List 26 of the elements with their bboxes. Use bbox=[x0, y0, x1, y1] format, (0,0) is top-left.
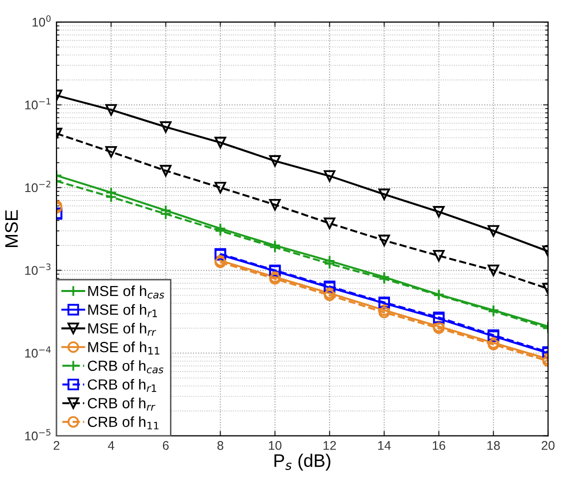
x-tick-label: 14 bbox=[378, 441, 391, 450]
legend-label: MSE of h$_{11}$ bbox=[88, 342, 160, 354]
y-tick-label: 10$^{−3}$ bbox=[25, 263, 50, 275]
x-tick-label: 12 bbox=[324, 441, 336, 450]
x-axis-title: P$_{s}$ (dB) bbox=[274, 454, 330, 471]
x-tick-label: 20 bbox=[542, 441, 555, 450]
y-axis-title: MSE bbox=[5, 210, 18, 248]
x-tick-label: 16 bbox=[432, 441, 446, 450]
x-tick-label: 10 bbox=[268, 441, 282, 450]
y-tick-label: 10$^{−5}$ bbox=[25, 429, 50, 440]
legend-label: CRB of h$_{11}$ bbox=[88, 416, 158, 430]
x-tick-label: 8 bbox=[217, 441, 224, 450]
legend-label: CRB of h$_{r1}$ bbox=[88, 378, 156, 392]
y-tick-label: 10$^{−2}$ bbox=[25, 180, 50, 192]
legend-label: CRB of h$_{cas}$ bbox=[88, 360, 164, 374]
x-tick-label: 2 bbox=[54, 441, 60, 450]
y-tick-label: 10$^{−4}$ bbox=[25, 346, 51, 358]
legend-label: MSE of h$_{cas}$ bbox=[88, 285, 164, 299]
x-tick-label: 6 bbox=[162, 441, 169, 450]
x-tick-label: 4 bbox=[108, 441, 114, 450]
legend-label: MSE of h$_{rr}$ bbox=[88, 322, 156, 336]
legend-label: CRB of h$_{rr}$ bbox=[88, 398, 156, 411]
y-tick-label: 10$^{−1}$ bbox=[25, 98, 50, 110]
x-tick-label: 18 bbox=[487, 441, 500, 450]
y-tick-label: 10$^{0}$ bbox=[32, 15, 51, 27]
legend-label: MSE of h$_{r1}$ bbox=[88, 304, 157, 318]
